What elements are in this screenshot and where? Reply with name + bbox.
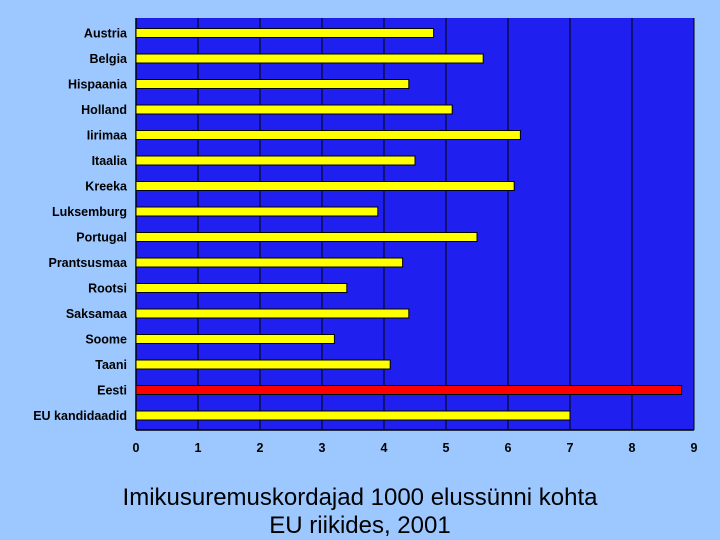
- x-tick-label-9: 9: [691, 441, 698, 455]
- bar-rootsi: [135, 283, 348, 293]
- bar-portugal: [135, 232, 478, 242]
- bar-austria: [135, 28, 435, 38]
- category-label-holland: Holland: [81, 103, 127, 117]
- bar-iirimaa: [135, 130, 521, 140]
- x-tick-label-3: 3: [319, 441, 326, 455]
- category-label-iirimaa: Iirimaa: [87, 129, 128, 143]
- x-tick-labels: 0 1 2 3 4 5 6 7 8 9: [133, 441, 698, 455]
- category-label-rootsi: Rootsi: [88, 282, 127, 296]
- x-tick-label-4: 4: [381, 441, 388, 455]
- bar-luksemburg: [135, 206, 379, 217]
- bars: [135, 28, 683, 421]
- chart-caption-line-2: EU riikides, 2001: [269, 512, 451, 539]
- category-label-soome: Soome: [85, 333, 127, 347]
- category-label-hispaania: Hispaania: [68, 78, 128, 92]
- bar-soome: [135, 334, 335, 344]
- x-tick-label-2: 2: [257, 441, 264, 455]
- x-tick-label-0: 0: [133, 441, 140, 455]
- bar-eu-kandidaadid: [135, 410, 571, 421]
- bar-prantsusmaa: [135, 257, 404, 268]
- bar-chart: Austria Belgia Hispaania Holland Iirimaa Itaa…: [33, 18, 698, 455]
- category-label-austria: Austria: [84, 27, 128, 41]
- x-tick-label-8: 8: [629, 441, 636, 455]
- x-tick-label-5: 5: [443, 441, 450, 455]
- bar-belgia: [135, 53, 484, 64]
- category-label-taani: Taani: [95, 358, 127, 372]
- x-tick-label-1: 1: [195, 441, 202, 455]
- bar-saksamaa: [135, 308, 410, 319]
- bar-hispaania: [135, 79, 410, 89]
- category-label-prantsusmaa: Prantsusmaa: [48, 256, 128, 270]
- x-tick-label-7: 7: [567, 441, 574, 455]
- category-label-luksemburg: Luksemburg: [52, 205, 127, 219]
- chart-caption-line-1: Imikusuremuskordajad 1000 elussünni koht…: [122, 484, 598, 511]
- bar-eesti: [135, 385, 683, 395]
- category-labels: Austria Belgia Hispaania Holland Iirimaa Itaa…: [33, 27, 128, 424]
- bar-taani: [135, 359, 391, 370]
- category-label-kreeka: Kreeka: [85, 180, 128, 194]
- category-label-saksamaa: Saksamaa: [66, 307, 128, 321]
- x-tick-label-6: 6: [505, 441, 512, 455]
- category-label-eu-kandidaadid: EU kandidaadid: [33, 409, 127, 423]
- category-label-portugal: Portugal: [76, 231, 127, 245]
- category-label-belgia: Belgia: [89, 52, 128, 66]
- category-label-itaalia: Itaalia: [92, 154, 128, 168]
- bar-kreeka: [135, 181, 515, 191]
- bar-itaalia: [135, 155, 416, 166]
- bar-holland: [135, 104, 453, 115]
- category-label-eesti: Eesti: [97, 384, 127, 398]
